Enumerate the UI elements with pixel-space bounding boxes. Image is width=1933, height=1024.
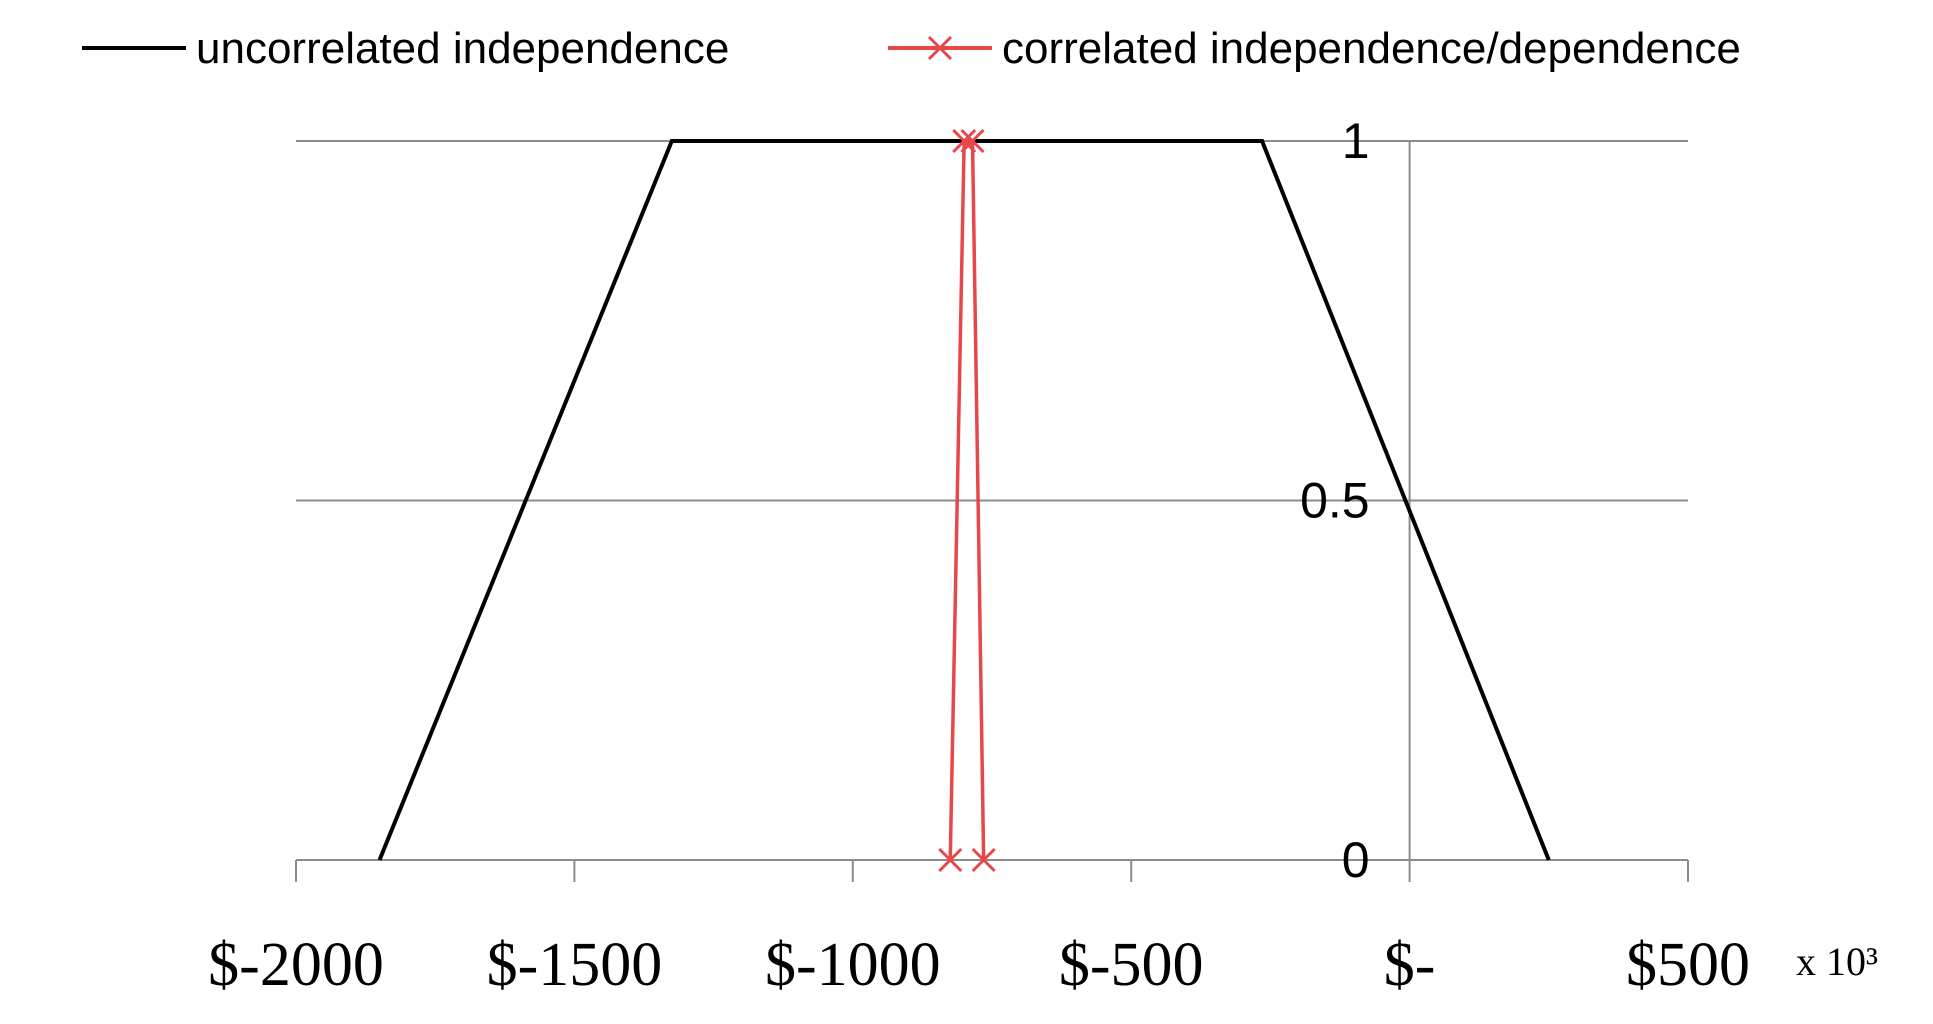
series-point [971, 847, 996, 873]
x-tick-label: $- [1384, 931, 1436, 999]
series-1 [938, 128, 996, 873]
series-layer [377, 128, 1551, 873]
legend: uncorrelated independence correlated inde… [82, 24, 1741, 73]
x-tick-label: $500 [1626, 931, 1750, 999]
grid [296, 140, 1688, 861]
series-point [938, 847, 963, 873]
series-line [948, 139, 986, 861]
x-tick-label: $-1000 [765, 931, 941, 999]
y-tick-label: 1 [1342, 113, 1370, 169]
series-point [952, 128, 977, 154]
x-unit-label: x 10³ [1796, 939, 1878, 984]
axes [295, 141, 1689, 882]
y-tick-label: 0.5 [1300, 473, 1370, 529]
x-tick-label: $-2000 [208, 931, 384, 999]
series-point [960, 128, 985, 154]
tick-labels: $-2000 $-1500 $-1000 $-500 $- $500 x 10³ 0 0.5 1 [208, 113, 1878, 999]
legend-item-1: correlated independence/dependence [888, 24, 1741, 73]
legend-label: correlated independence/dependence [1002, 24, 1741, 73]
legend-marker [927, 35, 953, 61]
legend-item-0: uncorrelated independence [82, 24, 729, 73]
y-tick-label: 0 [1342, 832, 1370, 888]
x-tick-label: $-1500 [487, 931, 663, 999]
legend-label: uncorrelated independence [196, 24, 729, 73]
x-tick-label: $-500 [1059, 931, 1204, 999]
